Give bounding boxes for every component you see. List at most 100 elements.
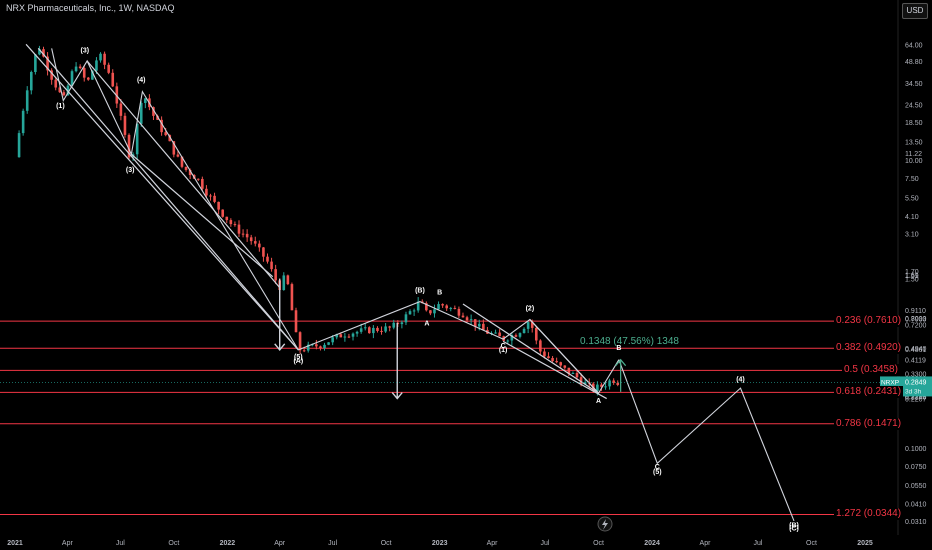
wave-label: (4)	[736, 376, 745, 383]
candle-body	[38, 49, 41, 55]
wave-label: (3)	[126, 167, 135, 174]
wave-label: (3)	[81, 48, 90, 55]
y-tick-label: 1.70	[905, 269, 919, 276]
x-tick-label: 2022	[220, 540, 236, 547]
candle-body	[241, 233, 245, 235]
wave-label: (2)	[526, 306, 535, 313]
candle-body	[547, 356, 550, 359]
y-tick-label: 3.10	[905, 231, 919, 238]
y-tick-label: 0.8000	[905, 316, 927, 323]
y-tick-label: 64.00	[905, 42, 923, 49]
candle-body	[559, 362, 563, 366]
candle-body	[433, 309, 436, 314]
candle-body	[74, 66, 78, 72]
y-tick-label: 7.50	[905, 176, 919, 183]
chart-title: NRX Pharmaceuticals, Inc., 1W, NASDAQ	[6, 3, 175, 13]
candle-body	[388, 326, 391, 328]
candle-body	[343, 336, 347, 338]
candle-body	[152, 107, 155, 116]
candle-body	[119, 103, 123, 116]
candle-body	[168, 135, 172, 142]
trend-line	[86, 60, 281, 289]
wave-label: (5)	[294, 354, 303, 361]
candle-body	[249, 237, 253, 242]
candle-body	[408, 311, 412, 315]
x-tick-label: 2021	[7, 540, 23, 547]
y-tick-label: 1.59	[905, 273, 919, 280]
candle-body	[164, 132, 167, 136]
y-tick-label: 4.10	[905, 214, 919, 221]
candle-body	[270, 261, 273, 270]
candle-body	[543, 351, 546, 357]
y-tick-label: 1.61	[905, 272, 919, 279]
candle-body	[82, 68, 86, 78]
candle-body	[327, 342, 330, 345]
candle-body	[567, 367, 571, 374]
candle-body	[445, 305, 448, 309]
candle-body	[563, 365, 567, 368]
x-tick-label: Oct	[593, 540, 604, 547]
candle-body	[237, 224, 241, 234]
candle-body	[302, 350, 306, 352]
candle-body	[392, 322, 396, 328]
currency-button[interactable]: USD	[902, 3, 928, 19]
x-tick-label: 2024	[644, 540, 660, 547]
candle-body	[351, 333, 355, 337]
y-tick-label: 48.80	[905, 59, 923, 66]
candle-body	[522, 328, 526, 334]
candle-body	[294, 310, 298, 333]
wave-label: A	[596, 398, 601, 405]
y-tick-label: 0.4861	[905, 347, 927, 354]
candle-body	[103, 53, 106, 65]
candle-body	[457, 308, 461, 316]
y-tick-label: 0.7933	[905, 316, 927, 323]
y-tick-label: 11.22	[905, 151, 922, 158]
candle-body	[274, 269, 277, 281]
trend-line	[502, 340, 607, 400]
candle-body	[551, 358, 554, 362]
y-tick-label: 5.50	[905, 196, 919, 203]
candle-body	[62, 92, 66, 96]
candle-body	[50, 70, 53, 80]
candle-body	[229, 220, 233, 225]
y-tick-label: 13.50	[905, 139, 923, 146]
candle-body	[34, 54, 37, 73]
trend-line	[462, 303, 599, 394]
candle-body	[372, 327, 375, 334]
x-tick-label: Apr	[700, 540, 712, 547]
candle-body	[514, 335, 518, 337]
y-tick-label: 18.50	[905, 120, 923, 127]
candle-body	[465, 317, 469, 321]
candle-body	[225, 216, 229, 221]
candle-body	[482, 323, 485, 330]
candle-body	[306, 344, 310, 351]
candle-body	[286, 275, 290, 285]
wave-label: (5)	[653, 469, 662, 476]
down-arrow-icon	[274, 343, 286, 351]
y-tick-label: 0.7200	[905, 323, 927, 330]
candle-body	[91, 70, 94, 80]
candle-body	[583, 382, 587, 385]
candle-body	[498, 332, 501, 337]
candle-body	[180, 156, 184, 167]
candle-body	[604, 386, 607, 388]
candle-body	[139, 102, 143, 124]
x-tick-label: Oct	[806, 540, 817, 547]
candle-body	[188, 169, 192, 175]
candle-body	[144, 98, 147, 103]
candle-body	[123, 115, 127, 135]
wave-label: B	[616, 345, 621, 352]
candle-body	[384, 326, 387, 332]
candle-body	[290, 284, 294, 311]
candle-body	[571, 372, 575, 374]
fib-level-label: 0.236 (0.7610)	[834, 315, 904, 328]
candle-body	[608, 380, 611, 387]
candle-body	[506, 340, 510, 342]
candle-body	[282, 275, 286, 291]
candle-body	[46, 56, 49, 71]
candle-body	[449, 307, 453, 309]
ticker-badge	[880, 376, 900, 388]
x-tick-label: Jul	[116, 540, 125, 547]
x-tick-label: Jul	[753, 540, 762, 547]
